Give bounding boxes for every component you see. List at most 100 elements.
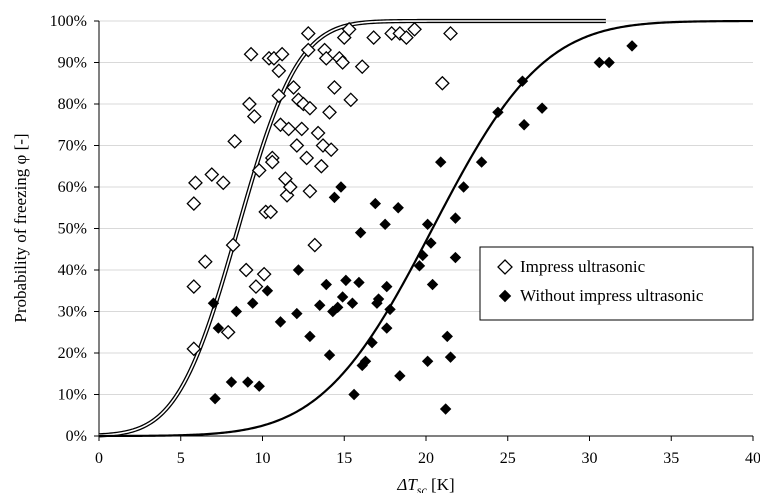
point-without-ultrasonic — [381, 280, 393, 293]
point-ultrasonic — [341, 21, 357, 37]
point-without-ultrasonic — [209, 392, 221, 405]
point-without-ultrasonic — [392, 202, 404, 214]
point-ultrasonic — [299, 150, 315, 166]
point-without-ultrasonic — [421, 355, 434, 368]
point-ultrasonic — [271, 88, 287, 104]
point-ultrasonic — [186, 341, 202, 357]
point-without-ultrasonic — [413, 260, 426, 272]
point-ultrasonic — [302, 183, 318, 199]
x-tick-label: 40 — [745, 450, 760, 467]
point-without-ultrasonic — [332, 301, 344, 314]
legend-marker-without-ultrasonic — [498, 289, 512, 303]
point-ultrasonic — [335, 55, 351, 70]
point-without-ultrasonic — [536, 102, 548, 114]
point-without-ultrasonic — [379, 218, 391, 231]
point-ultrasonic — [225, 237, 241, 253]
point-ultrasonic — [282, 179, 298, 195]
point-without-ultrasonic — [394, 370, 406, 382]
y-tick-label: 40% — [58, 262, 87, 279]
grid-lines — [99, 20, 753, 395]
point-ultrasonic — [327, 79, 342, 95]
point-ultrasonic — [274, 46, 290, 62]
point-without-ultrasonic — [475, 156, 488, 168]
x-tick-label: 10 — [255, 450, 271, 467]
point-ultrasonic — [434, 75, 450, 91]
point-without-ultrasonic — [253, 380, 265, 392]
point-ultrasonic — [204, 167, 220, 182]
point-without-ultrasonic — [417, 249, 429, 262]
point-without-ultrasonic — [449, 212, 462, 224]
point-without-ultrasonic — [335, 181, 347, 193]
fit-curves — [98, 18, 753, 438]
point-ultrasonic — [227, 133, 243, 149]
y-tick-label: 20% — [58, 345, 87, 362]
point-without-ultrasonic — [207, 297, 220, 309]
legend-marker-ultrasonic — [497, 259, 513, 275]
point-without-ultrasonic — [381, 322, 393, 334]
tick-labels: 0% 10% 20% 30% 40% 50% 60% 70% 80% 90% 100% 0 5 10 15 2… — [50, 13, 760, 467]
point-without-ultrasonic — [261, 285, 274, 297]
point-ultrasonic — [263, 204, 279, 220]
x-tick-label: 25 — [500, 450, 516, 467]
point-without-ultrasonic — [435, 156, 447, 168]
point-without-ultrasonic — [354, 226, 367, 239]
point-without-ultrasonic — [372, 293, 385, 305]
legend-box — [479, 246, 754, 321]
point-without-ultrasonic — [230, 305, 243, 318]
point-without-ultrasonic — [449, 251, 462, 264]
point-ultrasonic — [310, 125, 326, 141]
point-ultrasonic — [398, 30, 414, 46]
point-without-ultrasonic — [492, 106, 504, 119]
point-without-ultrasonic — [366, 336, 378, 349]
y-tick-label: 60% — [58, 179, 87, 196]
point-ultrasonic — [271, 63, 287, 79]
point-without-ultrasonic — [425, 237, 437, 249]
point-ultrasonic — [220, 324, 236, 340]
point-ultrasonic — [289, 138, 305, 153]
point-without-ultrasonic — [359, 355, 372, 368]
point-without-ultrasonic — [444, 351, 457, 363]
point-without-ultrasonic — [346, 297, 359, 309]
y-tick-label: 50% — [58, 221, 87, 238]
point-without-ultrasonic — [384, 303, 396, 316]
point-without-ultrasonic — [439, 403, 452, 415]
point-ultrasonic — [256, 266, 272, 282]
point-without-ultrasonic — [340, 274, 352, 287]
point-without-ultrasonic — [242, 376, 254, 388]
x-tick-label: 30 — [582, 450, 598, 467]
x-tick-label: 35 — [663, 450, 679, 467]
point-ultrasonic — [197, 254, 213, 270]
point-without-ultrasonic — [225, 376, 238, 388]
point-without-ultrasonic — [518, 119, 530, 131]
point-ultrasonic — [215, 175, 231, 191]
point-without-ultrasonic — [593, 56, 606, 69]
point-ultrasonic — [186, 279, 202, 295]
x-axis-label: ΔTsc [K] — [396, 475, 454, 493]
point-ultrasonic — [246, 109, 262, 124]
point-ultrasonic — [186, 196, 202, 212]
point-without-ultrasonic — [291, 307, 303, 320]
x-tick-label: 15 — [336, 450, 352, 467]
x-tick-label: 0 — [95, 450, 103, 467]
x-tick-label: 20 — [418, 450, 434, 467]
point-without-ultrasonic — [603, 56, 615, 69]
point-ultrasonic — [248, 279, 264, 295]
y-tick-label: 70% — [58, 138, 87, 155]
y-axis-label: Probability of freezing φ [-] — [11, 133, 30, 322]
y-tick-label: 90% — [58, 55, 87, 72]
point-ultrasonic — [300, 42, 316, 58]
point-without-ultrasonic — [336, 291, 349, 303]
point-without-ultrasonic — [212, 322, 225, 334]
x-tick-label: 5 — [177, 450, 185, 467]
point-without-ultrasonic — [421, 218, 434, 231]
point-without-ultrasonic — [516, 75, 529, 87]
point-without-ultrasonic — [369, 197, 382, 210]
point-ultrasonic — [264, 154, 280, 170]
point-ultrasonic — [354, 59, 370, 75]
legend-label: Without impress ultrasonic — [520, 286, 704, 305]
fit-curve-without-ultrasonic — [98, 19, 753, 438]
point-without-ultrasonic — [328, 191, 341, 204]
y-tick-label: 10% — [58, 387, 87, 404]
point-ultrasonic — [188, 175, 203, 191]
